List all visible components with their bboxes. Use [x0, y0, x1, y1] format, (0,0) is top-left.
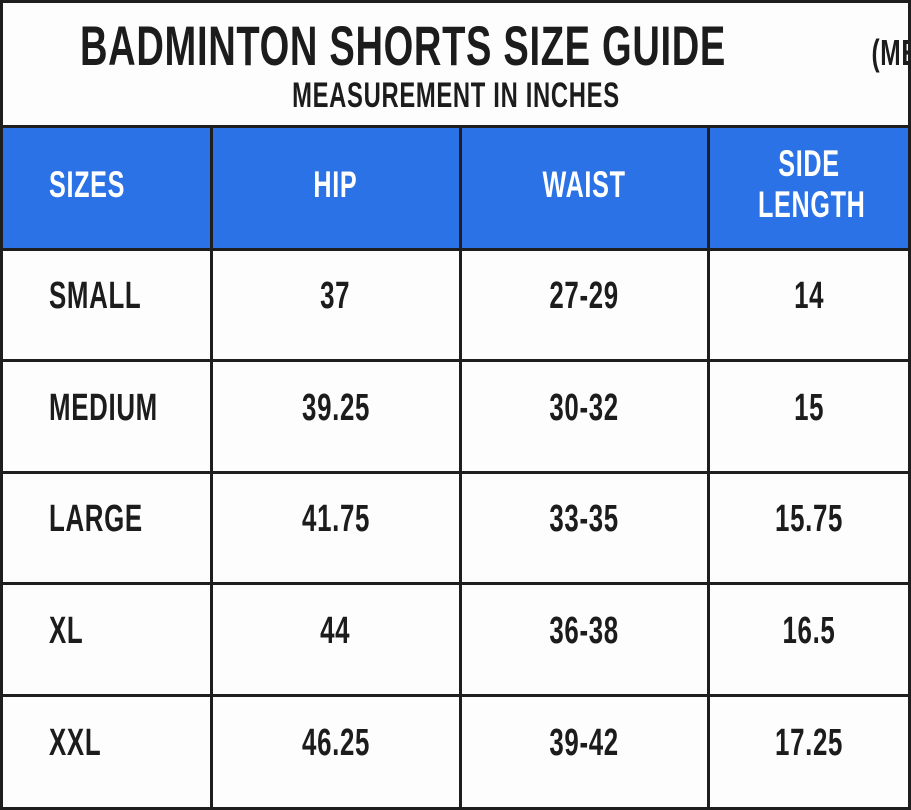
hip-cell: 41.75 [209, 470, 462, 586]
table-row-small: SMALL 37 27-29 14 [3, 247, 908, 363]
hip-cell: 46.25 [209, 693, 462, 807]
table-row-xl: XL 44 36-38 16.5 [3, 582, 908, 697]
column-header-sizes: SIZES [3, 126, 213, 251]
waist-cell: 36-38 [458, 582, 711, 697]
hip-cell: 39.25 [209, 359, 462, 474]
title-section: BADMINTON SHORTS SIZE GUIDE (MENS) MEASU… [3, 3, 908, 128]
side-length-cell: 14 [707, 247, 908, 363]
size-cell: LARGE [3, 470, 213, 586]
size-cell: XL [3, 582, 213, 697]
hip-cell: 44 [209, 582, 462, 697]
size-table: SIZES HIP WAIST SIDE LENGTH SMALL 37 27-… [3, 126, 908, 807]
side-length-cell: 15.75 [707, 470, 908, 586]
side-length-cell: 16.5 [707, 582, 908, 697]
side-length-cell: 15 [707, 359, 908, 474]
side-length-cell: 17.25 [707, 693, 908, 807]
size-cell: XXL [3, 693, 213, 807]
subtitle-line: MEASUREMENT IN INCHES [215, 78, 697, 113]
header-row: SIZES HIP WAIST SIDE LENGTH [3, 126, 908, 251]
title-line: BADMINTON SHORTS SIZE GUIDE (MENS) [3, 13, 908, 77]
size-cell: MEDIUM [3, 359, 213, 474]
column-header-side-length: SIDE LENGTH [707, 126, 908, 251]
size-cell: SMALL [3, 247, 213, 363]
waist-cell: 30-32 [458, 359, 711, 474]
title-gender-suffix: (MENS) [870, 31, 908, 73]
subtitle: MEASUREMENT IN INCHES [291, 75, 620, 115]
column-header-hip: HIP [209, 126, 462, 251]
waist-cell: 39-42 [458, 693, 711, 807]
table-row-xxl: XXL 46.25 39-42 17.25 [3, 693, 908, 807]
page-title: BADMINTON SHORTS SIZE GUIDE [79, 13, 726, 77]
table-row-large: LARGE 41.75 33-35 15.75 [3, 470, 908, 586]
waist-cell: 27-29 [458, 247, 711, 363]
table-row-medium: MEDIUM 39.25 30-32 15 [3, 359, 908, 474]
waist-cell: 33-35 [458, 470, 711, 586]
hip-cell: 37 [209, 247, 462, 363]
column-header-waist: WAIST [458, 126, 711, 251]
